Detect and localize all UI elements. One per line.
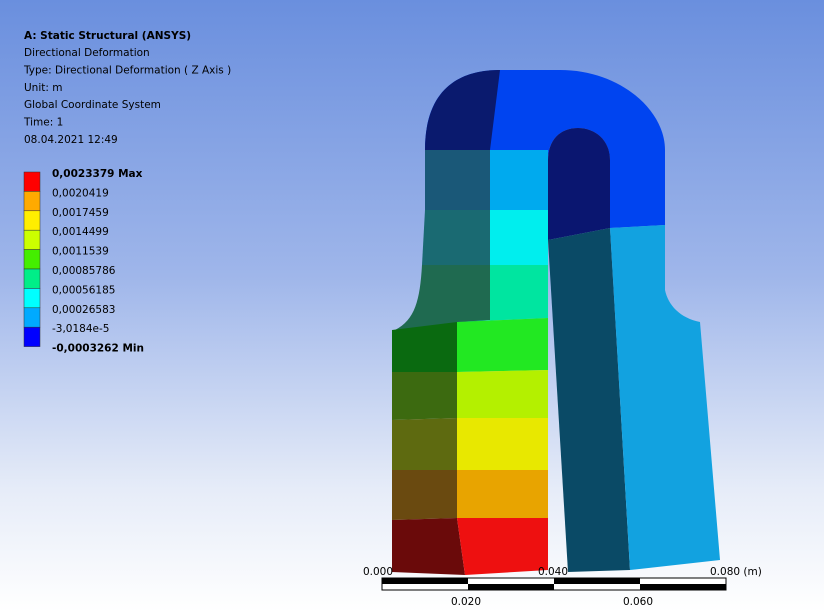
legend-label: 0,0014499: [52, 226, 109, 238]
legend-swatch: [24, 308, 40, 327]
legend-label: 0,00026583: [52, 304, 115, 316]
legend-label: -0,0003262 Min: [52, 343, 144, 355]
legend-swatch: [24, 269, 40, 288]
legend-swatch: [24, 327, 40, 346]
band-front: [490, 210, 548, 265]
legend-label: 0,00056185: [52, 284, 115, 296]
scale-segment: [382, 578, 468, 584]
leg-front: [457, 418, 548, 470]
arch-inner: [548, 128, 610, 240]
header-line: Global Coordinate System: [24, 99, 161, 111]
graphics: 0.000 0.040 0.080 (m) 0.020 0.060 A: Sta…: [0, 0, 824, 612]
legend-swatch: [24, 191, 40, 210]
legend-label: -3,0184e-5: [52, 323, 109, 335]
leg-side: [392, 470, 457, 520]
leg-side: [392, 418, 457, 470]
leg-front: [457, 370, 548, 418]
scale-label: 0.040: [538, 566, 568, 578]
legend-swatch: [24, 211, 40, 230]
leg-side: [392, 372, 457, 420]
header-title: A: Static Structural (ANSYS): [24, 30, 191, 42]
leg-front: [457, 470, 548, 518]
leg-side: [392, 518, 465, 575]
viewport: 0.000 0.040 0.080 (m) 0.020 0.060 A: Sta…: [0, 0, 824, 612]
header-line: 08.04.2021 12:49: [24, 134, 118, 146]
leg-side: [392, 322, 457, 372]
header-line: Unit: m: [24, 82, 62, 94]
leg-front: [457, 518, 548, 575]
legend-swatch: [24, 250, 40, 269]
header-line: Type: Directional Deformation ( Z Axis ): [23, 64, 231, 76]
header-line: Time: 1: [23, 117, 63, 129]
legend-swatch: [24, 230, 40, 249]
model: [392, 70, 720, 575]
header-line: Directional Deformation: [24, 47, 150, 59]
legend-swatch: [24, 172, 40, 191]
arch-side: [425, 70, 500, 150]
scale-label: 0.080 (m): [710, 566, 762, 578]
scale-label: 0.020: [451, 596, 481, 608]
band-front: [490, 150, 548, 210]
band-side: [395, 265, 490, 330]
band-side: [422, 210, 490, 265]
legend-label: 0,0023379 Max: [52, 168, 143, 180]
scale-segment: [468, 584, 554, 590]
scale-segment: [554, 578, 640, 584]
legend-swatch: [24, 288, 40, 307]
legend-label: 0,0011539: [52, 246, 109, 258]
leg-front: [457, 318, 548, 372]
scale-label: 0.060: [623, 596, 653, 608]
legend-label: 0,0017459: [52, 207, 109, 219]
legend-label: 0,0020419: [52, 187, 109, 199]
band-side: [425, 150, 490, 210]
legend-label: 0,00085786: [52, 265, 116, 277]
scale-segment: [640, 584, 726, 590]
scale-label: 0.000: [363, 566, 393, 578]
